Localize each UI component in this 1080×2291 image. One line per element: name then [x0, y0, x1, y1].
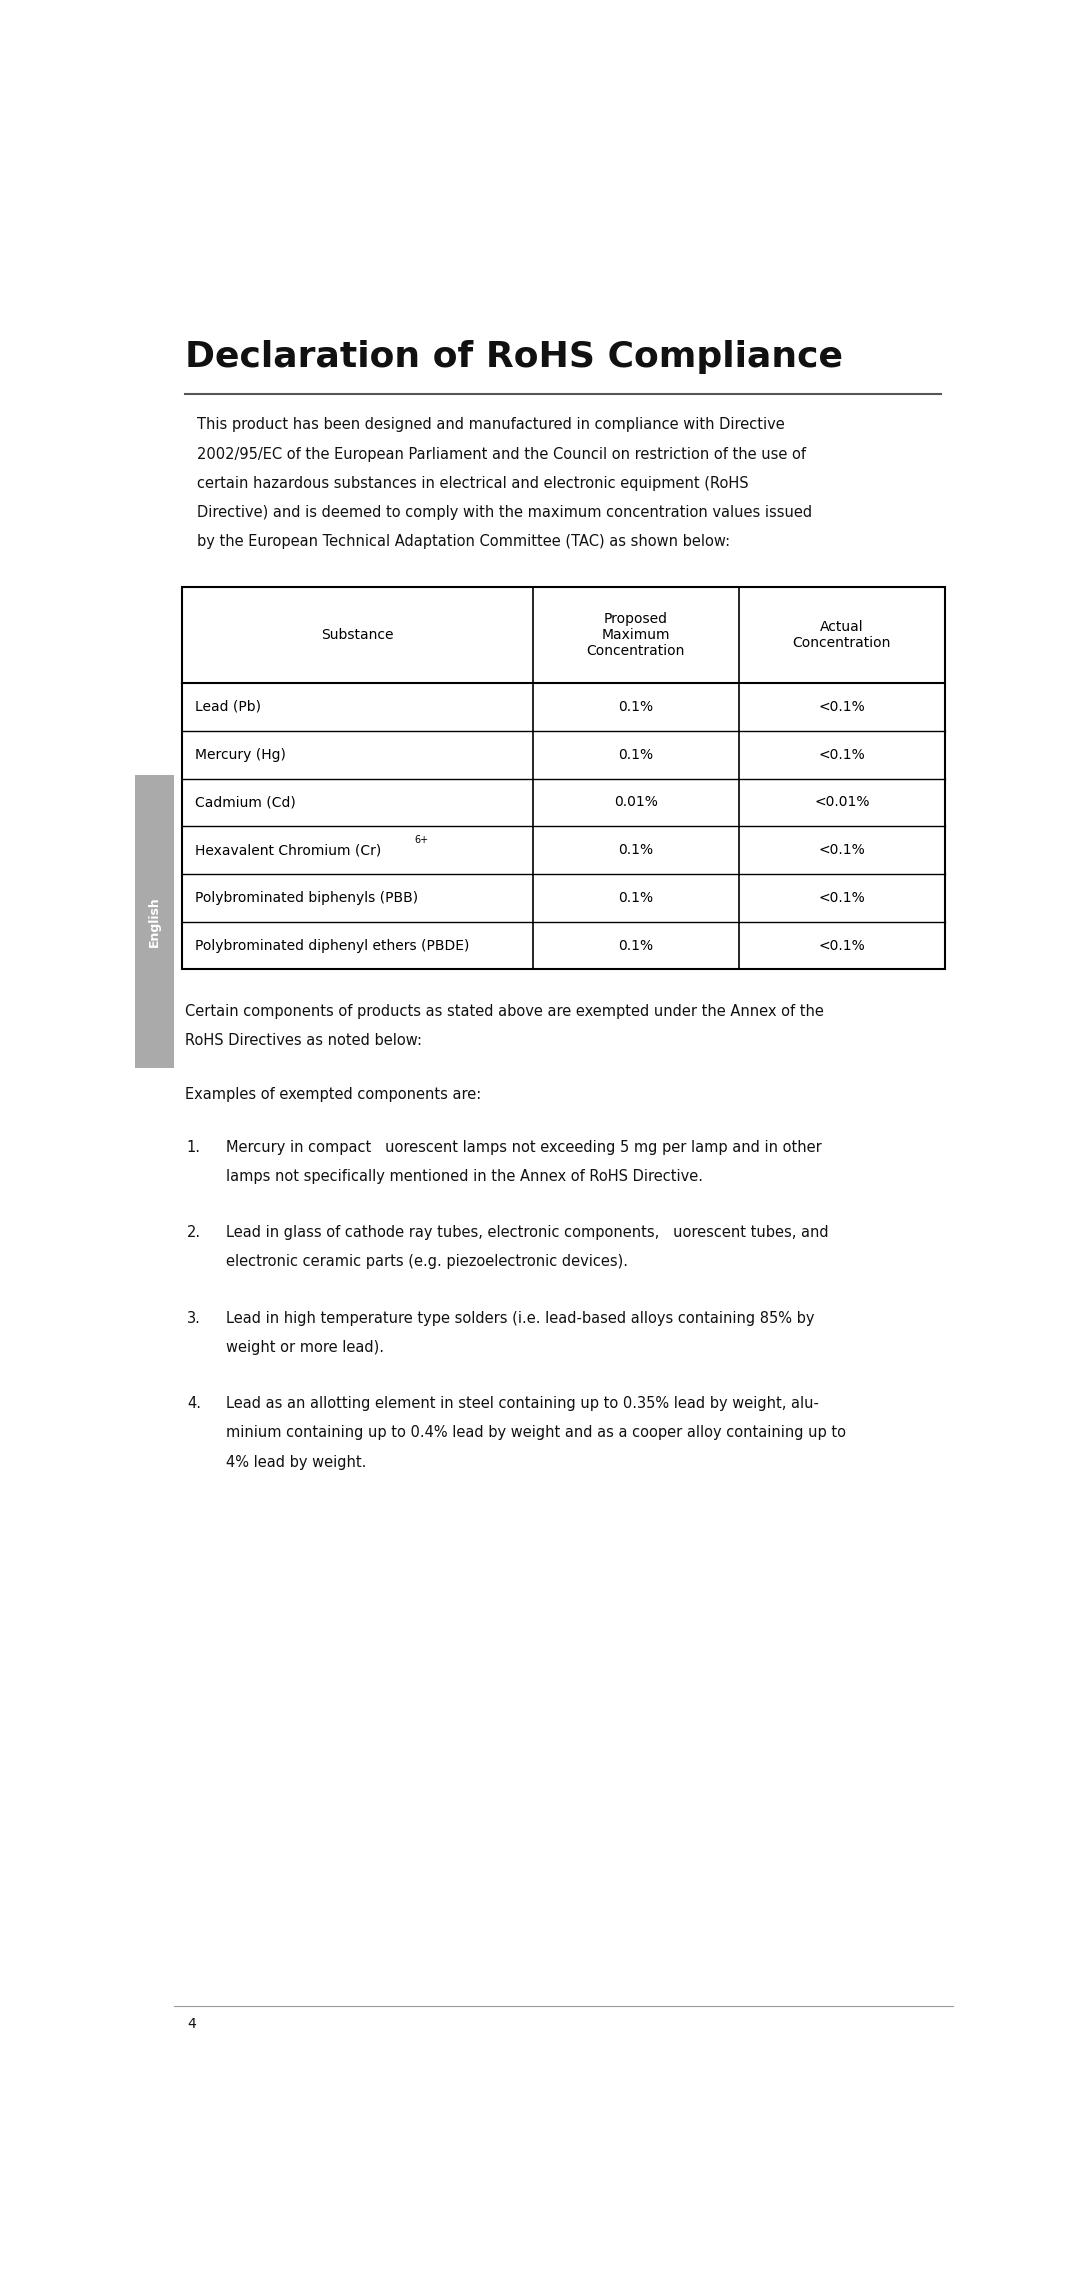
Text: Proposed
Maximum
Concentration: Proposed Maximum Concentration: [586, 612, 685, 658]
Text: RoHS Directives as noted below:: RoHS Directives as noted below:: [186, 1033, 422, 1049]
Text: Polybrominated biphenyls (PBB): Polybrominated biphenyls (PBB): [195, 891, 419, 905]
Text: 0.1%: 0.1%: [618, 843, 653, 857]
Text: 0.1%: 0.1%: [618, 747, 653, 761]
Text: Mercury in compact   uorescent lamps not exceeding 5 mg per lamp and in other: Mercury in compact uorescent lamps not e…: [226, 1139, 822, 1155]
Text: <0.01%: <0.01%: [814, 795, 869, 809]
Bar: [181, 586, 945, 969]
Text: 1.: 1.: [187, 1139, 201, 1155]
Text: 3.: 3.: [187, 1310, 201, 1326]
Text: 2002/95/EC of the European Parliament and the Council on restriction of the use : 2002/95/EC of the European Parliament an…: [197, 447, 806, 460]
Text: 0.1%: 0.1%: [618, 891, 653, 905]
Text: Lead in glass of cathode ray tubes, electronic components,   uorescent tubes, an: Lead in glass of cathode ray tubes, elec…: [226, 1226, 828, 1239]
Text: lamps not specifically mentioned in the Annex of RoHS Directive.: lamps not specifically mentioned in the …: [226, 1168, 703, 1184]
Text: certain hazardous substances in electrical and electronic equipment (RoHS: certain hazardous substances in electric…: [197, 477, 748, 490]
Text: 0.01%: 0.01%: [613, 795, 658, 809]
Text: This product has been designed and manufactured in compliance with Directive: This product has been designed and manuf…: [197, 417, 785, 433]
Text: 0.1%: 0.1%: [618, 699, 653, 715]
Text: Declaration of RoHS Compliance: Declaration of RoHS Compliance: [186, 341, 843, 373]
Text: Lead as an allotting element in steel containing up to 0.35% lead by weight, alu: Lead as an allotting element in steel co…: [226, 1395, 819, 1411]
Text: Hexavalent Chromium (Cr): Hexavalent Chromium (Cr): [195, 843, 381, 857]
Text: Certain components of products as stated above are exempted under the Annex of t: Certain components of products as stated…: [186, 1003, 824, 1019]
Text: Lead in high temperature type solders (i.e. lead-based alloys containing 85% by: Lead in high temperature type solders (i…: [226, 1310, 814, 1326]
Text: Substance: Substance: [321, 628, 393, 641]
Text: 2.: 2.: [187, 1226, 201, 1239]
Text: <0.1%: <0.1%: [819, 843, 865, 857]
Bar: [135, 774, 174, 1068]
Text: 4% lead by weight.: 4% lead by weight.: [226, 1455, 366, 1469]
Text: Actual
Concentration: Actual Concentration: [793, 621, 891, 651]
Text: weight or more lead).: weight or more lead).: [226, 1340, 383, 1354]
Text: <0.1%: <0.1%: [819, 939, 865, 953]
Text: by the European Technical Adaptation Committee (TAC) as shown below:: by the European Technical Adaptation Com…: [197, 534, 730, 550]
Text: Cadmium (Cd): Cadmium (Cd): [195, 795, 296, 809]
Text: <0.1%: <0.1%: [819, 699, 865, 715]
Text: electronic ceramic parts (e.g. piezoelectronic devices).: electronic ceramic parts (e.g. piezoelec…: [226, 1255, 627, 1269]
Text: 4.: 4.: [187, 1395, 201, 1411]
Text: 0.1%: 0.1%: [618, 939, 653, 953]
Text: <0.1%: <0.1%: [819, 747, 865, 761]
Text: <0.1%: <0.1%: [819, 891, 865, 905]
Text: 4: 4: [188, 2016, 197, 2030]
Text: Polybrominated diphenyl ethers (PBDE): Polybrominated diphenyl ethers (PBDE): [195, 939, 470, 953]
Text: minium containing up to 0.4% lead by weight and as a cooper alloy containing up : minium containing up to 0.4% lead by wei…: [226, 1425, 846, 1441]
Text: Lead (Pb): Lead (Pb): [195, 699, 261, 715]
Text: English: English: [148, 896, 161, 946]
Text: Directive) and is deemed to comply with the maximum concentration values issued: Directive) and is deemed to comply with …: [197, 504, 812, 520]
Text: Examples of exempted components are:: Examples of exempted components are:: [186, 1088, 482, 1102]
Text: 6+: 6+: [414, 836, 428, 845]
Text: Mercury (Hg): Mercury (Hg): [195, 747, 286, 761]
